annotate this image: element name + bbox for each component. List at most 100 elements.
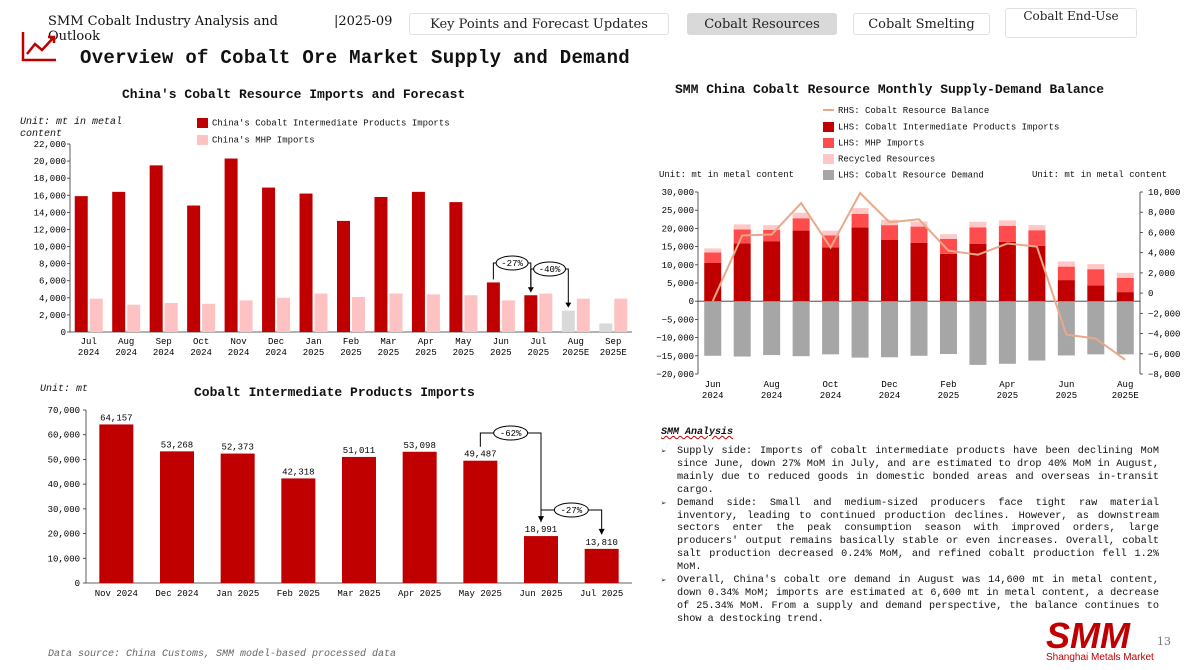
chart1-bar-intermediate [599,323,613,332]
chart2-ytick: 70,000 [48,406,80,416]
chart3-legend-recycled: Recycled Resources [823,154,935,164]
chart3-bar-demand [939,301,957,354]
chart1-xtick-year: 2025E [600,348,627,358]
chart1-bar-mhp [164,302,178,332]
chart1-title: China's Cobalt Resource Imports and Fore… [122,87,466,102]
page-number: 13 [1157,635,1171,648]
chart3-ytick-left: 15,000 [662,243,694,253]
chart3-bar-intermediate [763,241,781,302]
chart2-data-label: 49,487 [464,450,496,460]
chart3-ytick-right: −8,000 [1148,370,1180,380]
chart1-xtick-year: 2025 [490,348,512,358]
chart1-xtick-year: 2024 [115,348,137,358]
chart3-ytick-left: 5,000 [667,279,694,289]
chart3-legend-intermediate: LHS: Cobalt Intermediate Products Import… [823,122,1059,132]
chart3-bar-mhp [704,252,722,263]
chart1-ytick: 14,000 [34,208,66,218]
chart1-xtick-month: Mar [380,337,396,347]
chart2-bar [281,478,316,583]
chart3-ytick-right: 0 [1148,289,1153,299]
chart1-ytick: 12,000 [34,225,66,235]
chart1-bar-mhp [576,298,590,332]
chart1-bar-intermediate [187,205,201,332]
page-title: Overview of Cobalt Ore Market Supply and… [80,47,630,69]
chart1-xtick-year: 2025 [303,348,325,358]
chart1-bar-mhp [277,297,291,332]
chart1-xtick-year: 2025 [378,348,400,358]
analysis-list: Supply side: Imports of cobalt intermedi… [661,446,1159,627]
chart1-bar-intermediate [112,191,126,332]
chart1-bar-intermediate [486,282,500,332]
chart1-bar-intermediate [449,202,463,332]
chart1-bar-mhp [539,293,553,332]
chart3-ytick-right: 6,000 [1148,228,1175,238]
chart3-xtick-year: 2024 [879,391,901,401]
chart1-bar-mhp [426,294,440,332]
chart1-xtick-month: Oct [193,337,209,347]
analysis-point-demand: Demand side: Small and medium-sized prod… [661,498,1159,575]
chart3-balance-line [711,191,1126,361]
chart1-bar-mhp [314,293,328,332]
chart3-ytick-left: 25,000 [662,206,694,216]
chart1-xtick-year: 2025E [562,348,589,358]
chart3-bar-recycled [1057,261,1075,267]
chart2-annotation-bubble [493,425,529,441]
chart3-bar-intermediate [733,243,751,302]
chart1-xtick-month: Jul [530,337,546,347]
chart3-bar-mhp [763,229,781,242]
chart3-ytick-right: 10,000 [1148,188,1180,198]
chart3-legend-demand: LHS: Cobalt Resource Demand [823,170,984,180]
chart3-xtick-month: Jun [1058,380,1074,390]
chart3-bar-demand [704,301,722,356]
chart1-annotation-arrow [565,302,572,308]
chart1-annotation-label: -27% [501,259,523,269]
chart1-xtick-month: Jun [493,337,509,347]
chart1-bar-intermediate [524,295,538,332]
chart3-xtick-month: Feb [940,380,956,390]
smm-logo: SMM [1046,618,1131,652]
chart3-ytick-left: 0 [689,297,694,307]
analysis-point-overall: Overall, China's cobalt ore demand in Au… [661,575,1159,627]
chart3-bar-intermediate [969,243,987,302]
chart1-annotation-bubble [495,255,529,271]
chart1-bar-mhp [352,296,365,332]
chart3-bar-mhp [851,213,869,228]
chart3-ytick-right: 4,000 [1148,249,1175,259]
chart3-bar-mhp [939,238,957,254]
chart3-bar-demand [792,301,810,357]
chart3-bar-demand [881,301,899,358]
chart1-bar-mhp [89,298,103,332]
chart1-xtick-month: Feb [343,337,359,347]
tab-cobalt-smelting[interactable]: Cobalt Smelting [853,13,990,35]
chart2-xtick: Jan 2025 [216,589,259,599]
chart2-unit: Unit: mt [40,384,89,395]
chart2-title: Cobalt Intermediate Products Imports [194,385,475,400]
chart2-bar [463,460,498,583]
tab-cobalt-end-use[interactable]: Cobalt End-Use [1005,8,1137,38]
chart2-ytick: 20,000 [48,530,80,540]
chart1-xtick-year: 2024 [190,348,212,358]
tab-key-points[interactable]: Key Points and Forecast Updates [409,13,669,35]
chart1-ytick: 10,000 [34,243,66,253]
chart2-xtick: Jun 2025 [519,589,562,599]
chart3-bar-recycled [792,212,810,219]
chart1-xtick-year: 2024 [228,348,250,358]
chart1-ytick: 8,000 [39,260,66,270]
chart3-bar-recycled [733,224,751,230]
chart3-unit-right: Unit: mt in metal content [1032,170,1168,180]
chart3-bar-demand [910,301,928,356]
chart1-ytick: 18,000 [34,174,66,184]
chart1-legend-intermediate: China's Cobalt Intermediate Products Imp… [197,118,450,128]
chart2-bar [342,456,376,583]
chart3-bar-demand [1028,301,1046,361]
chart3-ytick-left: −20,000 [656,370,694,380]
chart1-xtick-year: 2024 [265,348,287,358]
chart3-bar-mhp [969,227,987,244]
chart1-xtick-month: Aug [118,337,134,347]
tab-cobalt-resources[interactable]: Cobalt Resources [687,13,837,35]
chart3-ytick-right: −4,000 [1148,330,1180,340]
chart2-xtick: Nov 2024 [95,589,138,599]
chart1-bar-mhp [127,304,141,332]
chart1-xtick-year: 2024 [153,348,175,358]
chart1-bar-intermediate [262,187,276,332]
